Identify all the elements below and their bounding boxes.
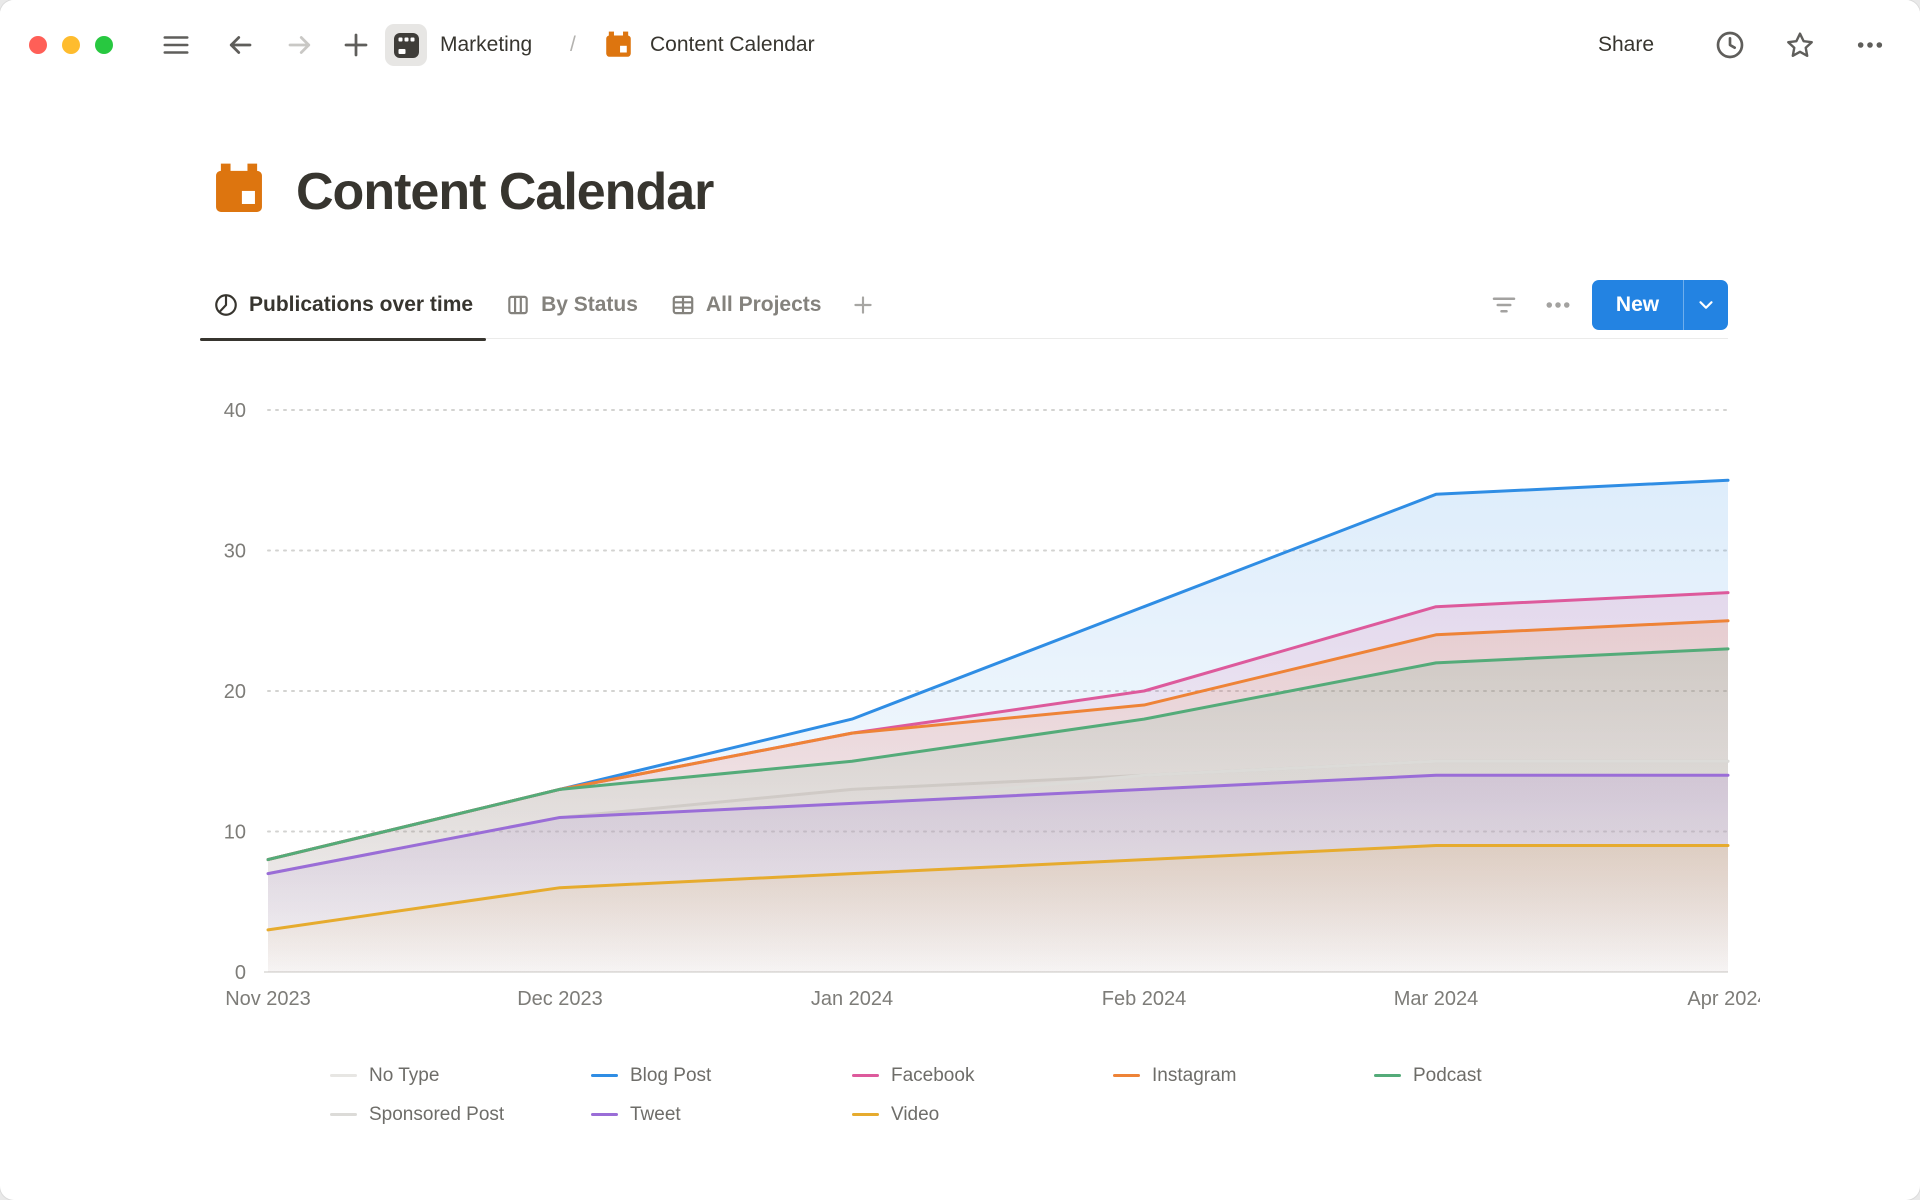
new-button-label[interactable]: New	[1615, 293, 1660, 316]
sidebar-toggle-icon[interactable]	[158, 27, 194, 63]
breadcrumb-separator: /	[570, 33, 576, 56]
line-podcast[interactable]	[266, 647, 1730, 862]
x-tick-label: Mar 2024	[1394, 988, 1479, 1010]
x-tick-label: Dec 2023	[517, 988, 603, 1010]
breadcrumb-content-calendar[interactable]: Content Calendar	[650, 33, 815, 56]
back-icon[interactable]	[222, 27, 258, 63]
publications-chart: 0 10 20 30 40 Nov 2023 Dec 2023 Jan 2024 Feb 202…	[180, 380, 1769, 1040]
y-tick-label: 30	[224, 541, 246, 563]
legend-swatch	[1113, 1074, 1140, 1077]
table-icon	[670, 292, 696, 318]
close-window-button[interactable]	[29, 36, 47, 54]
pie-clock-icon	[213, 292, 239, 318]
x-tick-label: Apr 2024	[1687, 988, 1760, 1010]
tab-label: All Projects	[705, 293, 822, 316]
legend-swatch	[591, 1113, 618, 1116]
minimize-window-button[interactable]	[62, 36, 80, 54]
legend-swatch	[1374, 1074, 1401, 1077]
legend-label: Facebook	[891, 1064, 975, 1086]
filter-icon[interactable]	[1484, 285, 1524, 325]
zoom-window-button[interactable]	[95, 36, 113, 54]
legend-label: Podcast	[1413, 1064, 1482, 1086]
legend-label: No Type	[369, 1064, 440, 1086]
page-title[interactable]: Content Calendar	[296, 162, 714, 221]
y-tick-label: 40	[224, 400, 246, 422]
chevron-down-icon[interactable]	[1684, 294, 1728, 316]
legend-item-no-type[interactable]: No Type	[330, 1056, 591, 1095]
breadcrumb-marketing[interactable]: Marketing	[440, 33, 533, 56]
view-tabs-bar: Publications over time By Status All Proje…	[200, 272, 1728, 341]
forward-icon[interactable]	[282, 27, 318, 63]
page-header: Content Calendar	[210, 160, 714, 223]
legend-swatch	[852, 1074, 879, 1077]
legend-label: Tweet	[630, 1103, 681, 1125]
area-video	[268, 845, 1728, 972]
x-tick-label: Feb 2024	[1102, 988, 1187, 1010]
legend-label: Video	[891, 1103, 940, 1125]
history-clock-icon[interactable]	[1712, 27, 1748, 63]
y-tick-label: 0	[235, 962, 246, 984]
legend-label: Instagram	[1152, 1064, 1237, 1086]
legend-swatch	[591, 1074, 618, 1077]
chart-legend: No Type Blog Post Facebook Instagram Podcast…	[330, 1056, 1635, 1134]
legend-item-tweet[interactable]: Tweet	[591, 1095, 852, 1134]
board-icon	[505, 292, 531, 318]
legend-swatch	[330, 1113, 357, 1116]
legend-item-instagram[interactable]: Instagram	[1113, 1056, 1374, 1095]
new-page-icon[interactable]	[338, 27, 374, 63]
x-tick-label: Nov 2023	[225, 988, 311, 1010]
legend-item-blog-post[interactable]: Blog Post	[591, 1056, 852, 1095]
legend-item-video[interactable]: Video	[852, 1095, 1113, 1134]
page-calendar-icon[interactable]	[210, 160, 268, 223]
legend-label: Sponsored Post	[369, 1103, 505, 1125]
legend-swatch	[330, 1074, 357, 1077]
add-view-icon[interactable]	[840, 272, 886, 339]
new-button[interactable]: New	[1592, 280, 1728, 330]
x-tick-label: Jan 2024	[811, 988, 893, 1010]
tab-publications-over-time[interactable]: Publications over time	[200, 272, 487, 341]
tab-all-projects[interactable]: All Projects	[657, 272, 835, 339]
more-options-icon[interactable]	[1852, 27, 1888, 63]
view-more-icon[interactable]	[1538, 285, 1578, 325]
legend-item-facebook[interactable]: Facebook	[852, 1056, 1113, 1095]
y-tick-label: 10	[224, 822, 246, 844]
tab-label: By Status	[541, 293, 638, 316]
breadcrumb-marketing-icon[interactable]	[385, 24, 427, 66]
favorite-star-icon[interactable]	[1782, 27, 1818, 63]
legend-swatch	[852, 1113, 879, 1116]
legend-item-sponsored-post[interactable]: Sponsored Post	[330, 1095, 591, 1134]
y-tick-label: 20	[224, 681, 246, 703]
tab-by-status[interactable]: By Status	[492, 272, 651, 339]
new-button-divider	[1683, 280, 1684, 330]
window-topbar: Marketing / Content Calendar Share	[0, 0, 1920, 90]
legend-label: Blog Post	[630, 1064, 712, 1086]
line-video[interactable]	[266, 844, 1730, 932]
tab-label: Publications over time	[249, 293, 474, 316]
legend-item-podcast[interactable]: Podcast	[1374, 1056, 1635, 1095]
breadcrumb-calendar-icon	[603, 29, 634, 65]
share-button[interactable]: Share	[1598, 33, 1655, 56]
line-tweet[interactable]	[266, 773, 1730, 876]
